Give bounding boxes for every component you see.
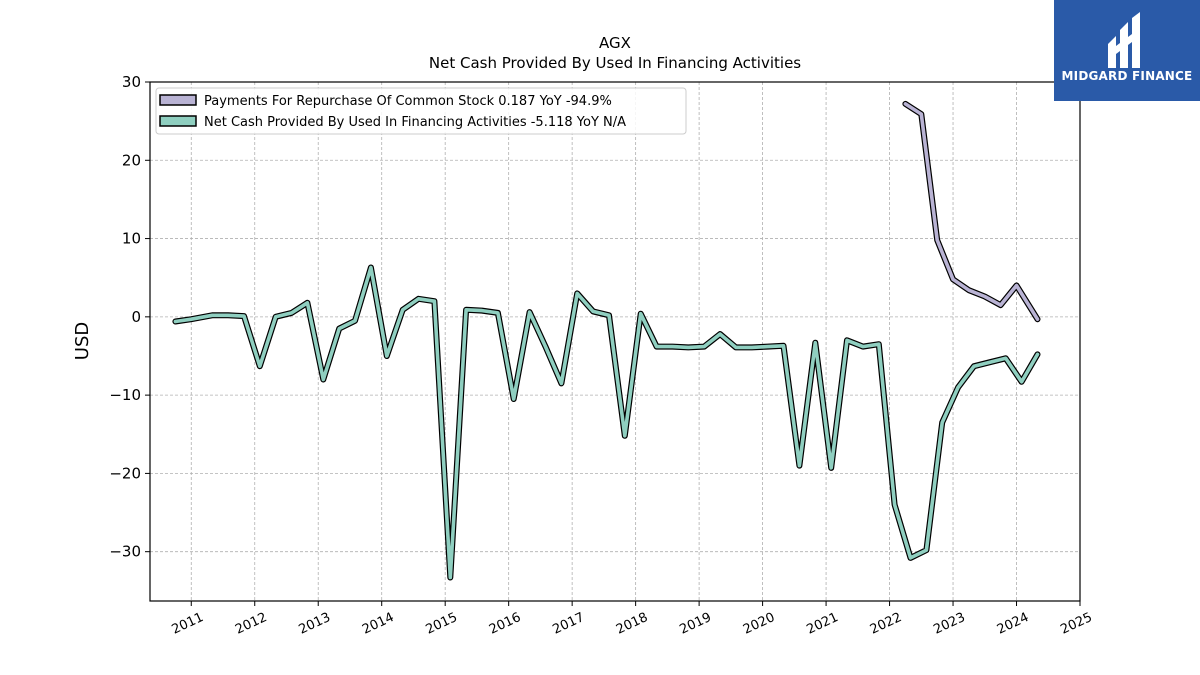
- y-tick-label: −30: [109, 543, 141, 561]
- y-axis-label: USD: [72, 322, 93, 360]
- x-tick-label: 2023: [931, 610, 967, 638]
- x-tick-label: 2015: [424, 610, 460, 638]
- legend-box: [155, 87, 687, 135]
- x-tick-label: 2012: [233, 610, 269, 638]
- y-tick-label: 0: [131, 308, 141, 326]
- legend-label: Net Cash Provided By Used In Financing A…: [204, 115, 626, 130]
- legend: Payments For Repurchase Of Common Stock …: [155, 87, 687, 135]
- y-tick-label: 10: [122, 230, 141, 248]
- y-tick-label: −20: [109, 464, 141, 482]
- chart-subtitle: Net Cash Provided By Used In Financing A…: [429, 54, 801, 72]
- x-tick-label: 2016: [487, 610, 523, 638]
- y-tick-label: 30: [122, 73, 141, 91]
- series-line: [173, 265, 1040, 580]
- legend-swatch: [159, 115, 197, 127]
- x-tick-label: 2011: [170, 610, 206, 638]
- legend-label: Payments For Repurchase Of Common Stock …: [204, 94, 612, 109]
- x-tick-label: 2021: [804, 610, 840, 638]
- brand-logo-text: MIDGARD FINANCE: [1061, 69, 1193, 83]
- chart-title-group: AGX Net Cash Provided By Used In Financi…: [429, 34, 801, 72]
- x-tick-label: 2024: [995, 610, 1031, 638]
- brand-logo: MIDGARD FINANCE: [1054, 0, 1200, 101]
- x-tick-label: 2018: [614, 610, 650, 638]
- series-line: [903, 102, 1040, 322]
- series-layer: [172, 100, 1041, 581]
- x-tick-label: 2013: [297, 610, 333, 638]
- midgard-logo-icon: [1108, 12, 1140, 68]
- x-tick-label: 2017: [551, 610, 587, 638]
- x-tick-label: 2019: [677, 610, 713, 638]
- series-2: [172, 264, 1041, 581]
- x-tick-label: 2014: [360, 610, 396, 638]
- chart-title: AGX: [599, 34, 631, 52]
- y-tick-label: 20: [122, 151, 141, 169]
- y-tick-label: −10: [109, 386, 141, 404]
- x-tick-label: 2020: [741, 610, 777, 638]
- plot-frame: [149, 81, 1081, 602]
- x-tick-label: 2025: [1058, 610, 1094, 638]
- series-1: [902, 100, 1041, 323]
- legend-swatch: [159, 94, 197, 106]
- x-tick-label: 2022: [868, 610, 904, 638]
